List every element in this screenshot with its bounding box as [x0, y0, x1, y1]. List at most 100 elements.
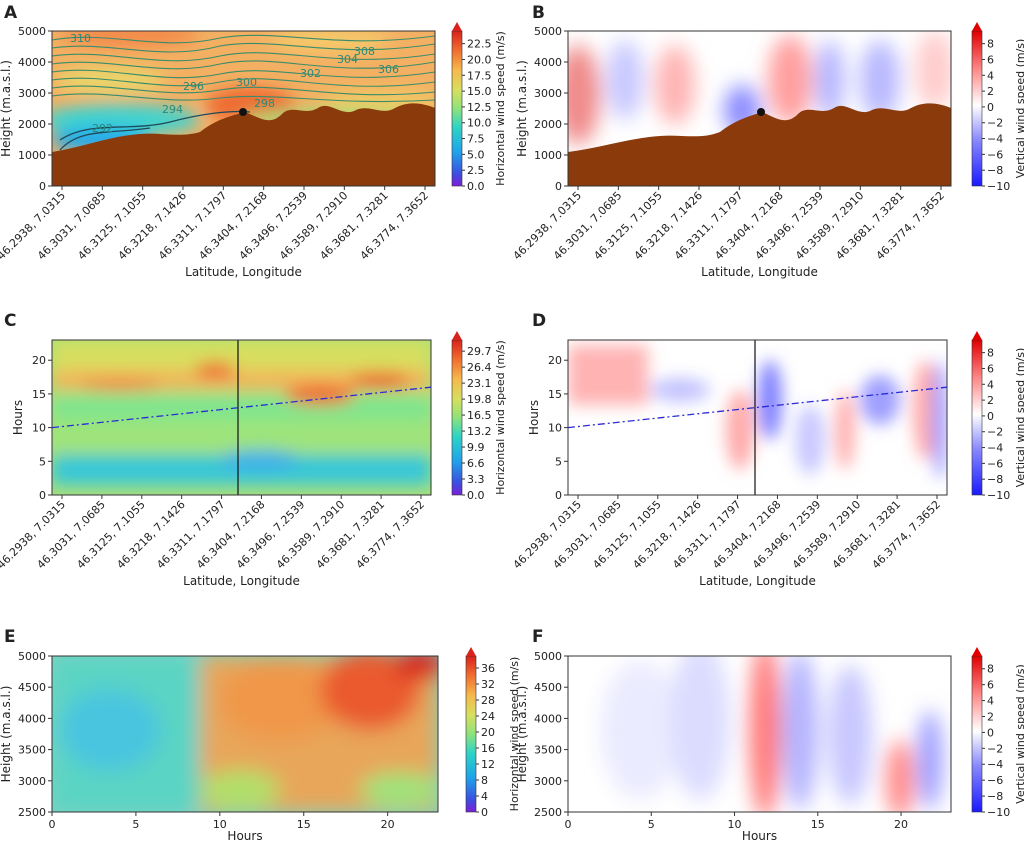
panel-b-xtick-label-5: 46.3404, 7.2168 [712, 189, 786, 263]
panel-f-ytick-label-4: 4500 [534, 681, 562, 694]
panel-b-ytick-label-0: 0 [555, 180, 562, 193]
panel-c-cb-tick-label-6: 19.8 [467, 393, 492, 406]
panel-a-contour-label-298: 298 [254, 97, 275, 110]
panel-e-cb-tick-label-7: 28 [481, 694, 495, 707]
panel-c-cb-tick-label-7: 23.1 [467, 377, 492, 390]
panel-c-cb-tick-label-5: 16.5 [467, 409, 492, 422]
panel-a-ytick-label-2: 2000 [18, 118, 46, 131]
panel-f-xtick-label-4: 20 [894, 818, 908, 831]
panel-d-colorbar [971, 339, 983, 496]
panel-c-colorbar-label: Horizontal wind speed (m/s) [494, 340, 507, 495]
panel-f-ylabel: Height (m.a.s.l.) [515, 686, 529, 783]
panel-b-cb-tick-label-9: 8 [987, 38, 994, 51]
panel-d-cb-tick-label-1: −8 [987, 473, 1003, 486]
panel-f-xtick-label-3: 15 [811, 818, 825, 831]
panel-c-colorbar-extend [452, 331, 462, 340]
panel-e-cb-tick-label-4: 16 [481, 742, 495, 755]
panel-b-ytick-label-3: 3000 [534, 87, 562, 100]
panel-c-xtick-label-5: 46.3404, 7.2168 [194, 498, 268, 572]
panel-f-ytick-label-1: 3000 [534, 775, 562, 788]
panel-f-cb-tick-label-5: 0 [987, 726, 994, 739]
panel-c-cb-tick-label-8: 26.4 [467, 361, 492, 374]
panel-c-cb-tick-label-3: 9.9 [467, 441, 485, 454]
panel-f-xtick-label-0: 0 [565, 818, 572, 831]
panel-a-contour-label-310: 310 [70, 32, 91, 45]
panel-f-xlabel: Hours [742, 829, 777, 842]
panel-b-ytick-label-4: 4000 [534, 56, 562, 69]
panel-d-xtick-label-1: 46.3031, 7.0685 [550, 498, 624, 572]
panel-a-contour-label-292: 292 [92, 122, 113, 135]
panel-e-colorbar-extend [466, 647, 476, 656]
panel-a-ytick-label-1: 1000 [18, 149, 46, 162]
panel-a-xtick-label-3: 46.3218, 7.1426 [116, 189, 190, 263]
panel-label-a: A [4, 3, 18, 23]
panel-b-xtick-label-0: 46.2938, 7.0315 [511, 189, 585, 263]
panel-a-xtick-label-6: 46.3496, 7.2539 [237, 189, 311, 263]
panel-d-cb-tick-label-8: 6 [987, 362, 994, 375]
panel-d-colorbar-extend [972, 331, 982, 340]
panel-b-cb-tick-label-3: −4 [987, 133, 1003, 146]
panel-c-cb-tick-label-2: 6.6 [467, 457, 485, 470]
panel-a-xtick-label-2: 46.3125, 7.1055 [75, 189, 149, 263]
panel-e-ytick-label-0: 2500 [18, 806, 46, 819]
panel-c-xtick-label-0: 46.2938, 7.0315 [0, 498, 68, 572]
panel-a-contour-label-300: 300 [236, 76, 257, 89]
panel-e-cb-tick-label-0: 0 [481, 806, 488, 819]
panel-c-colorbar [451, 339, 463, 496]
panel-c-ytick-label-2: 10 [32, 422, 46, 435]
panel-e-xtick-label-2: 10 [213, 818, 227, 831]
panel-b-ytick-label-1: 1000 [534, 149, 562, 162]
panel-a-xlabel: Latitude, Longitude [185, 265, 302, 279]
panel-d-xtick-label-2: 46.3125, 7.1055 [590, 498, 664, 572]
panel-b-xlabel: Latitude, Longitude [701, 265, 818, 279]
panel-b-cb-tick-label-6: 2 [987, 85, 994, 98]
panel-a-cb-tick-label-5: 12.5 [467, 101, 492, 114]
panel-d-cb-tick-label-6: 2 [987, 394, 994, 407]
panel-d-cb-tick-label-2: −6 [987, 457, 1003, 470]
panel-a-ytick-label-5: 5000 [18, 25, 46, 38]
panel-b-xtick-label-7: 46.3589, 7.2910 [793, 189, 867, 263]
panel-b-cb-tick-label-4: −2 [987, 117, 1003, 130]
panel-a-cb-tick-label-0: 0.0 [467, 180, 485, 193]
panel-a-cb-tick-label-8: 20.0 [467, 53, 492, 66]
panel-a-contour-label-302: 302 [300, 67, 321, 80]
panel-c-xtick-label-7: 46.3589, 7.2910 [274, 498, 348, 572]
panel-d-cb-tick-label-3: −4 [987, 442, 1003, 455]
panel-d-xtick-label-7: 46.3589, 7.2910 [790, 498, 864, 572]
panel-b-colorbar-extend [972, 22, 982, 31]
panel-a-contour-label-304: 304 [337, 53, 358, 66]
panel-c-cb-tick-label-0: 0.0 [467, 489, 485, 502]
panel-label-b: B [532, 3, 545, 23]
panel-c-xtick-label-6: 46.3496, 7.2539 [234, 498, 308, 572]
panel-d-cb-tick-label-4: −2 [987, 426, 1003, 439]
panel-a-xtick-label-9: 46.3774, 7.3652 [358, 189, 432, 263]
panel-b-xtick-label-1: 46.3031, 7.0685 [551, 189, 625, 263]
panel-e-colorbar-label: Horizontal wind speed (m/s) [508, 657, 521, 812]
panel-c-xtick-label-8: 46.3681, 7.3281 [314, 498, 388, 572]
panel-f-xtick-label-1: 5 [648, 818, 655, 831]
panel-a-xtick-label-5: 46.3404, 7.2168 [196, 189, 270, 263]
panel-a-contour-label-296: 296 [183, 80, 204, 93]
panel-a-cb-tick-label-4: 10.0 [467, 117, 492, 130]
panel-e-cb-tick-label-9: 36 [481, 662, 495, 675]
panel-d-cb-tick-label-7: 4 [987, 378, 994, 391]
panel-d-ytick-label-4: 20 [548, 354, 562, 367]
panel-d-xtick-label-4: 46.3311, 7.1797 [670, 498, 744, 572]
panel-a-ylabel: Height (m.a.s.l.) [0, 60, 13, 157]
panel-b-xtick-label-8: 46.3681, 7.3281 [833, 189, 907, 263]
panel-d-xtick-label-8: 46.3681, 7.3281 [830, 498, 904, 572]
panel-d-cb-tick-label-0: −10 [987, 489, 1010, 502]
panel-b-frame [567, 30, 952, 187]
panel-d-cb-tick-label-5: 0 [987, 410, 994, 423]
panel-f-cb-tick-label-1: −8 [987, 790, 1003, 803]
panel-e-ytick-label-2: 3500 [18, 744, 46, 757]
panel-d-xtick-label-3: 46.3218, 7.1426 [630, 498, 704, 572]
panel-e-cb-tick-label-6: 24 [481, 710, 495, 723]
panel-a-ytick-label-3: 3000 [18, 87, 46, 100]
panel-label-f: F [532, 627, 544, 647]
panel-c-cb-tick-label-9: 29.7 [467, 345, 492, 358]
panel-b-ytick-label-5: 5000 [534, 25, 562, 38]
panel-e-cb-tick-label-2: 8 [481, 774, 488, 787]
panel-f-cb-tick-label-9: 8 [987, 663, 994, 676]
panel-c-cb-tick-label-4: 13.2 [467, 425, 492, 438]
